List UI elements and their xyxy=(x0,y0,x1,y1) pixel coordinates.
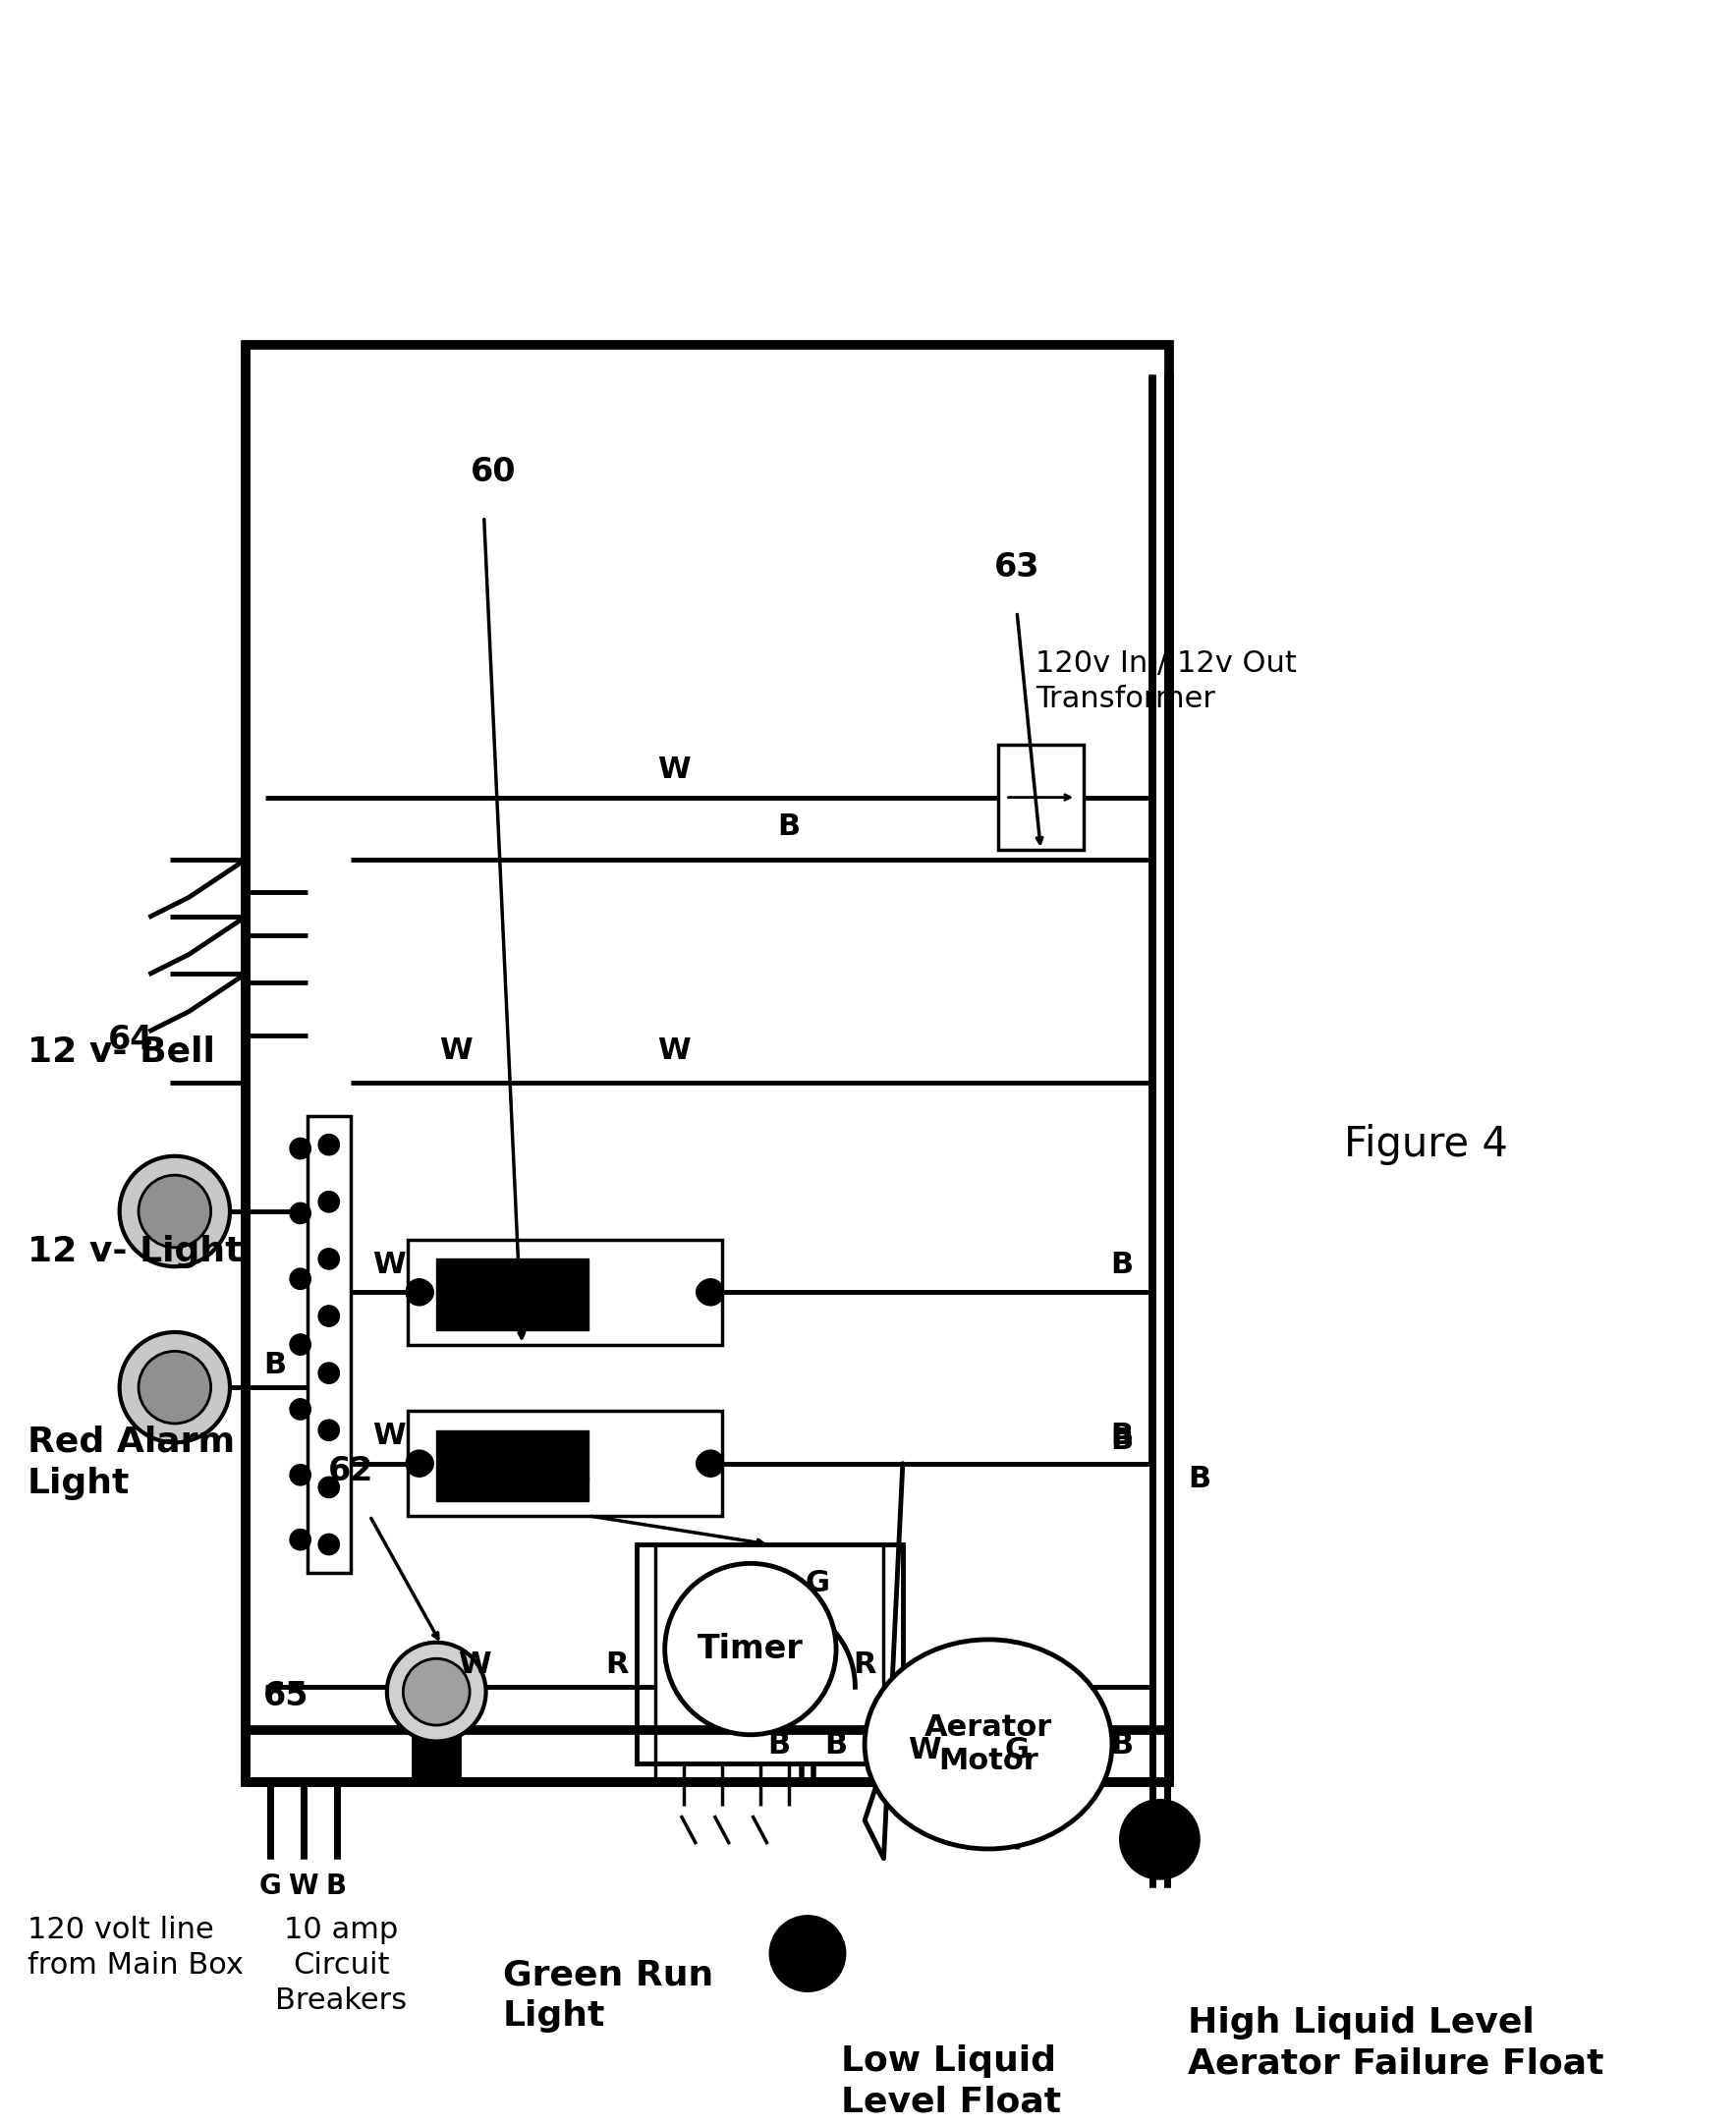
Text: 120v In / 12v Out
Transformer: 120v In / 12v Out Transformer xyxy=(1036,650,1297,714)
Text: 12 v- Light: 12 v- Light xyxy=(28,1235,241,1269)
Text: R: R xyxy=(852,1651,877,1679)
Bar xyxy=(413,1732,460,1785)
Bar xyxy=(408,1239,722,1345)
Text: B: B xyxy=(767,1732,790,1759)
Text: 10 amp
Circuit
Breakers: 10 amp Circuit Breakers xyxy=(276,1915,408,2014)
Text: B: B xyxy=(264,1352,286,1379)
Text: W: W xyxy=(458,1651,491,1679)
Circle shape xyxy=(318,1305,339,1326)
Circle shape xyxy=(139,1352,210,1424)
Circle shape xyxy=(290,1398,311,1420)
Circle shape xyxy=(411,1451,434,1475)
Bar xyxy=(436,1430,589,1502)
Text: Timer: Timer xyxy=(698,1632,804,1666)
Circle shape xyxy=(696,1281,719,1303)
Text: 12 v- Bell: 12 v- Bell xyxy=(28,1035,215,1069)
Circle shape xyxy=(290,1269,311,1290)
Text: 61: 61 xyxy=(547,1456,592,1487)
Text: W: W xyxy=(658,1037,691,1065)
Bar xyxy=(408,1411,722,1515)
Text: B: B xyxy=(1187,1464,1212,1494)
Circle shape xyxy=(139,1175,210,1247)
Text: W: W xyxy=(908,1736,941,1764)
Text: Aerator
Motor: Aerator Motor xyxy=(924,1713,1052,1774)
Ellipse shape xyxy=(865,1640,1113,1849)
Text: B: B xyxy=(326,1872,347,1900)
Circle shape xyxy=(411,1281,434,1303)
Text: 63: 63 xyxy=(995,550,1040,582)
Circle shape xyxy=(318,1420,339,1441)
Circle shape xyxy=(406,1449,432,1477)
Bar xyxy=(307,1116,351,1572)
Circle shape xyxy=(665,1564,837,1734)
Text: R: R xyxy=(606,1651,628,1679)
Text: W: W xyxy=(439,1037,472,1065)
Circle shape xyxy=(318,1477,339,1498)
Circle shape xyxy=(318,1534,339,1556)
Circle shape xyxy=(387,1643,486,1740)
Text: G: G xyxy=(806,1570,830,1598)
Text: Red Alarm
Light: Red Alarm Light xyxy=(28,1426,234,1500)
Text: B: B xyxy=(778,814,800,842)
Circle shape xyxy=(1120,1800,1200,1878)
Text: Figure 4: Figure 4 xyxy=(1344,1124,1509,1164)
Text: Low Liquid
Level Float: Low Liquid Level Float xyxy=(840,2044,1061,2119)
Circle shape xyxy=(290,1334,311,1356)
Text: 60: 60 xyxy=(470,455,516,489)
Bar xyxy=(247,346,1170,1783)
Text: G: G xyxy=(259,1872,281,1900)
Text: B: B xyxy=(1111,1252,1134,1279)
Circle shape xyxy=(290,1530,311,1549)
Circle shape xyxy=(698,1279,724,1305)
Circle shape xyxy=(318,1247,339,1269)
Text: B: B xyxy=(1111,1732,1134,1759)
Text: B: B xyxy=(1111,1426,1134,1456)
Circle shape xyxy=(406,1279,432,1305)
Text: W: W xyxy=(372,1252,404,1279)
Circle shape xyxy=(696,1451,719,1475)
Bar xyxy=(998,746,1083,850)
Circle shape xyxy=(290,1203,311,1224)
Text: W: W xyxy=(658,756,691,784)
Text: B: B xyxy=(1111,1422,1134,1451)
Circle shape xyxy=(120,1332,229,1443)
Text: 64: 64 xyxy=(108,1024,155,1056)
Text: High Liquid Level
Aerator Failure Float: High Liquid Level Aerator Failure Float xyxy=(1187,2006,1604,2080)
Circle shape xyxy=(318,1192,339,1211)
Text: 120 volt line
from Main Box: 120 volt line from Main Box xyxy=(28,1915,243,1978)
Circle shape xyxy=(318,1135,339,1156)
Bar xyxy=(436,1258,589,1330)
Text: B: B xyxy=(825,1732,847,1759)
Text: W: W xyxy=(288,1872,318,1900)
Text: W: W xyxy=(372,1422,404,1451)
Text: G: G xyxy=(1005,1736,1029,1764)
Circle shape xyxy=(290,1139,311,1158)
Bar xyxy=(637,1545,903,1764)
Text: 62: 62 xyxy=(328,1456,373,1487)
Circle shape xyxy=(769,1915,845,1991)
Circle shape xyxy=(318,1362,339,1383)
Circle shape xyxy=(120,1156,229,1266)
Circle shape xyxy=(403,1660,470,1726)
Text: Green Run
Light: Green Run Light xyxy=(503,1959,713,2034)
Text: 65: 65 xyxy=(264,1681,309,1713)
Circle shape xyxy=(290,1464,311,1485)
Circle shape xyxy=(698,1449,724,1477)
